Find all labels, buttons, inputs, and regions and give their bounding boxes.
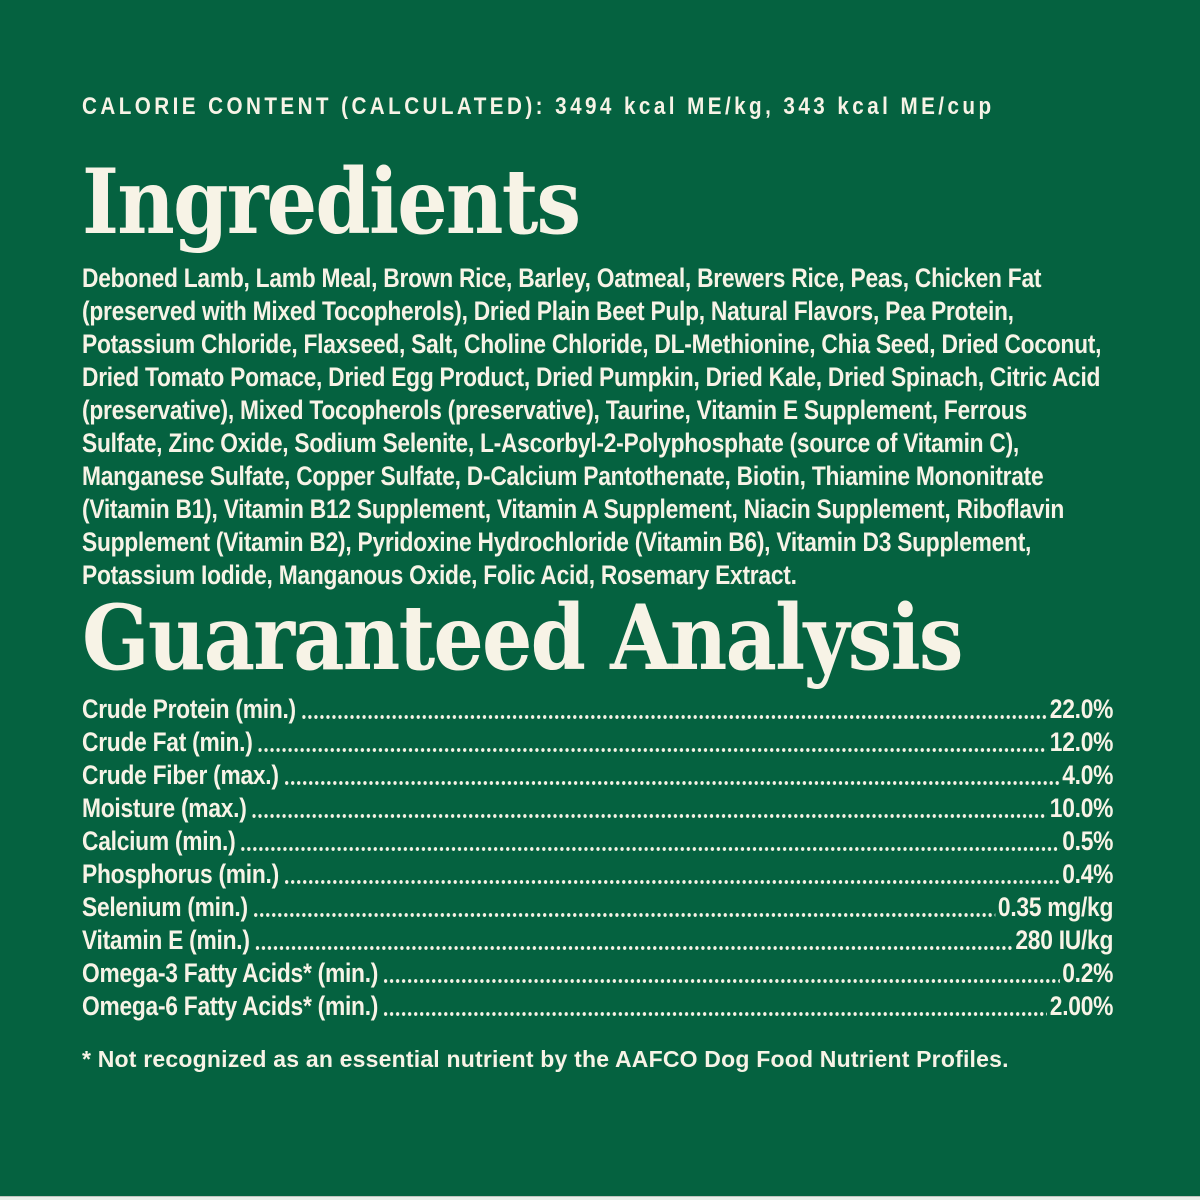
analysis-row-label: Calcium (min.) bbox=[82, 826, 236, 856]
analysis-row: Omega-3 Fatty Acids* (min.) 0.2% bbox=[82, 957, 1113, 990]
analysis-row-value: 22.0% bbox=[1049, 694, 1114, 724]
analysis-row: Calcium (min.) 0.5% bbox=[82, 825, 1113, 858]
analysis-row: Selenium (min.) 0.35 mg/kg bbox=[82, 891, 1113, 924]
dot-leader bbox=[301, 715, 1048, 719]
dot-leader bbox=[255, 946, 1013, 950]
analysis-row: Moisture (max.) 10.0% bbox=[82, 792, 1113, 825]
analysis-row-label: Vitamin E (min.) bbox=[82, 925, 250, 955]
guaranteed-analysis-heading: Guaranteed Analysis bbox=[82, 584, 964, 691]
analysis-row-value: 0.5% bbox=[1062, 826, 1114, 856]
dot-leader bbox=[253, 913, 996, 917]
calorie-content-line: CALORIE CONTENT (CALCULATED): 3494 kcal … bbox=[82, 93, 995, 120]
analysis-row: Phosphorus (min.) 0.4% bbox=[82, 858, 1113, 891]
guaranteed-analysis-table: Crude Protein (min.) 22.0% Crude Fat (mi… bbox=[82, 693, 1113, 1023]
dot-leader bbox=[258, 748, 1048, 752]
dot-leader bbox=[384, 979, 1060, 983]
dot-leader bbox=[252, 814, 1048, 818]
analysis-row-value: 280 IU/kg bbox=[1015, 925, 1114, 955]
analysis-row-label: Crude Fat (min.) bbox=[82, 727, 253, 757]
analysis-row-value: 0.35 mg/kg bbox=[997, 892, 1114, 922]
analysis-row-label: Phosphorus (min.) bbox=[82, 859, 279, 889]
analysis-row: Vitamin E (min.) 280 IU/kg bbox=[82, 924, 1113, 957]
analysis-row-label: Selenium (min.) bbox=[82, 892, 248, 922]
dot-leader bbox=[241, 847, 1060, 851]
analysis-row: Crude Fat (min.) 12.0% bbox=[82, 726, 1113, 759]
label-bottom-edge bbox=[0, 1196, 1200, 1200]
analysis-row-value: 4.0% bbox=[1062, 760, 1114, 790]
analysis-row-label: Crude Protein (min.) bbox=[82, 694, 296, 724]
analysis-row-value: 2.00% bbox=[1049, 991, 1114, 1021]
analysis-row: Crude Protein (min.) 22.0% bbox=[82, 693, 1113, 726]
analysis-row-value: 0.2% bbox=[1062, 958, 1114, 988]
dot-leader bbox=[284, 880, 1060, 884]
analysis-row-label: Crude Fiber (max.) bbox=[82, 760, 279, 790]
analysis-row-label: Moisture (max.) bbox=[82, 793, 247, 823]
analysis-row-value: 12.0% bbox=[1049, 727, 1114, 757]
dot-leader bbox=[384, 1012, 1048, 1016]
analysis-row-value: 10.0% bbox=[1049, 793, 1114, 823]
analysis-row-value: 0.4% bbox=[1062, 859, 1114, 889]
analysis-row: Crude Fiber (max.) 4.0% bbox=[82, 759, 1113, 792]
ingredients-heading: Ingredients bbox=[82, 149, 581, 255]
ingredients-list-text: Deboned Lamb, Lamb Meal, Brown Rice, Bar… bbox=[82, 262, 1102, 590]
analysis-row: Omega-6 Fatty Acids* (min.) 2.00% bbox=[82, 990, 1113, 1023]
dot-leader bbox=[284, 781, 1060, 785]
analysis-row-label: Omega-3 Fatty Acids* (min.) bbox=[82, 958, 379, 988]
aafco-footnote: * Not recognized as an essential nutrien… bbox=[82, 1046, 1009, 1072]
analysis-row-label: Omega-6 Fatty Acids* (min.) bbox=[82, 991, 379, 1021]
